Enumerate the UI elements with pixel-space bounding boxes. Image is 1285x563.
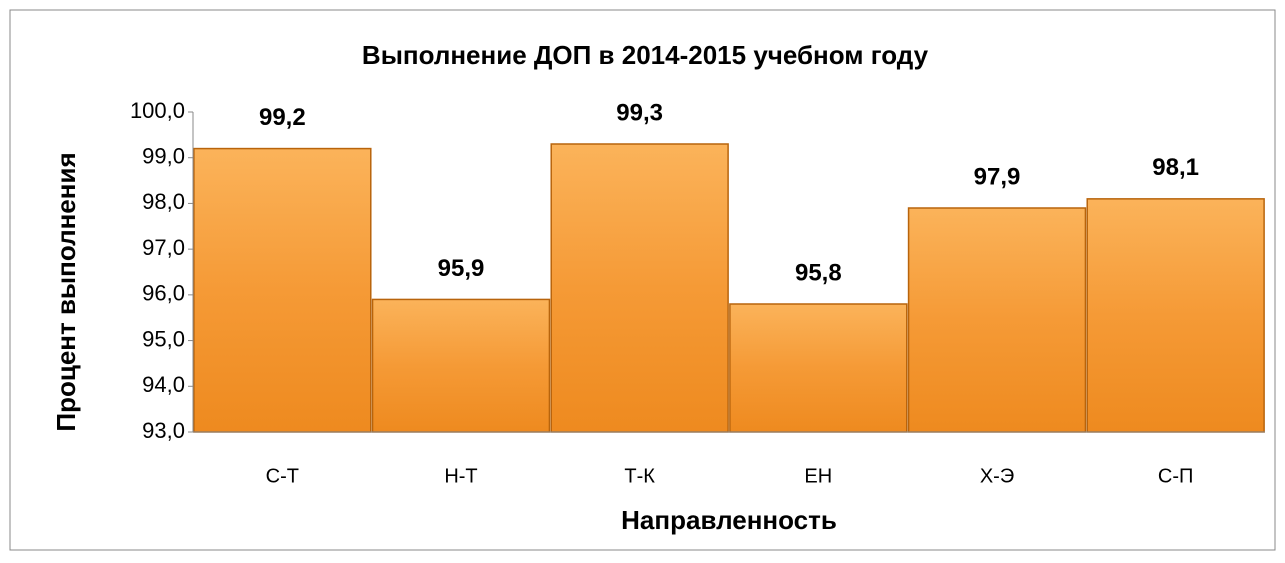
bar xyxy=(193,147,372,433)
value-label: 98,1 xyxy=(1152,154,1199,181)
y-tick-label: 100,0 xyxy=(130,98,185,123)
bar xyxy=(729,303,908,433)
bar xyxy=(907,207,1087,433)
y-tick-label: 95,0 xyxy=(142,326,185,351)
y-axis-label: Процент выполнения xyxy=(51,152,81,431)
y-tick-label: 97,0 xyxy=(142,235,185,260)
y-tick-label: 94,0 xyxy=(142,372,185,397)
chart-title: Выполнение ДОП в 2014-2015 учебном году xyxy=(362,40,929,70)
y-tick-label: 99,0 xyxy=(142,144,185,169)
x-tick-label: Т-К xyxy=(624,465,655,487)
bar xyxy=(1086,198,1265,433)
x-axis-label: Направленность xyxy=(621,505,837,535)
y-tick-label: 96,0 xyxy=(142,281,185,306)
x-tick-label: Х-Э xyxy=(980,465,1014,487)
x-tick-label: Н-Т xyxy=(444,465,477,487)
bar xyxy=(371,298,551,433)
value-label: 99,3 xyxy=(616,99,663,126)
value-label: 99,2 xyxy=(259,104,306,131)
value-label: 95,8 xyxy=(795,259,842,286)
y-tick-label: 93,0 xyxy=(142,418,185,443)
x-tick-label: С-Т xyxy=(266,465,299,487)
x-tick-label: ЕН xyxy=(804,465,832,487)
value-label: 97,9 xyxy=(974,163,1021,190)
value-label: 95,9 xyxy=(438,255,485,282)
y-tick-label: 98,0 xyxy=(142,189,185,214)
bar xyxy=(550,143,729,433)
x-tick-label: С-П xyxy=(1158,465,1193,487)
